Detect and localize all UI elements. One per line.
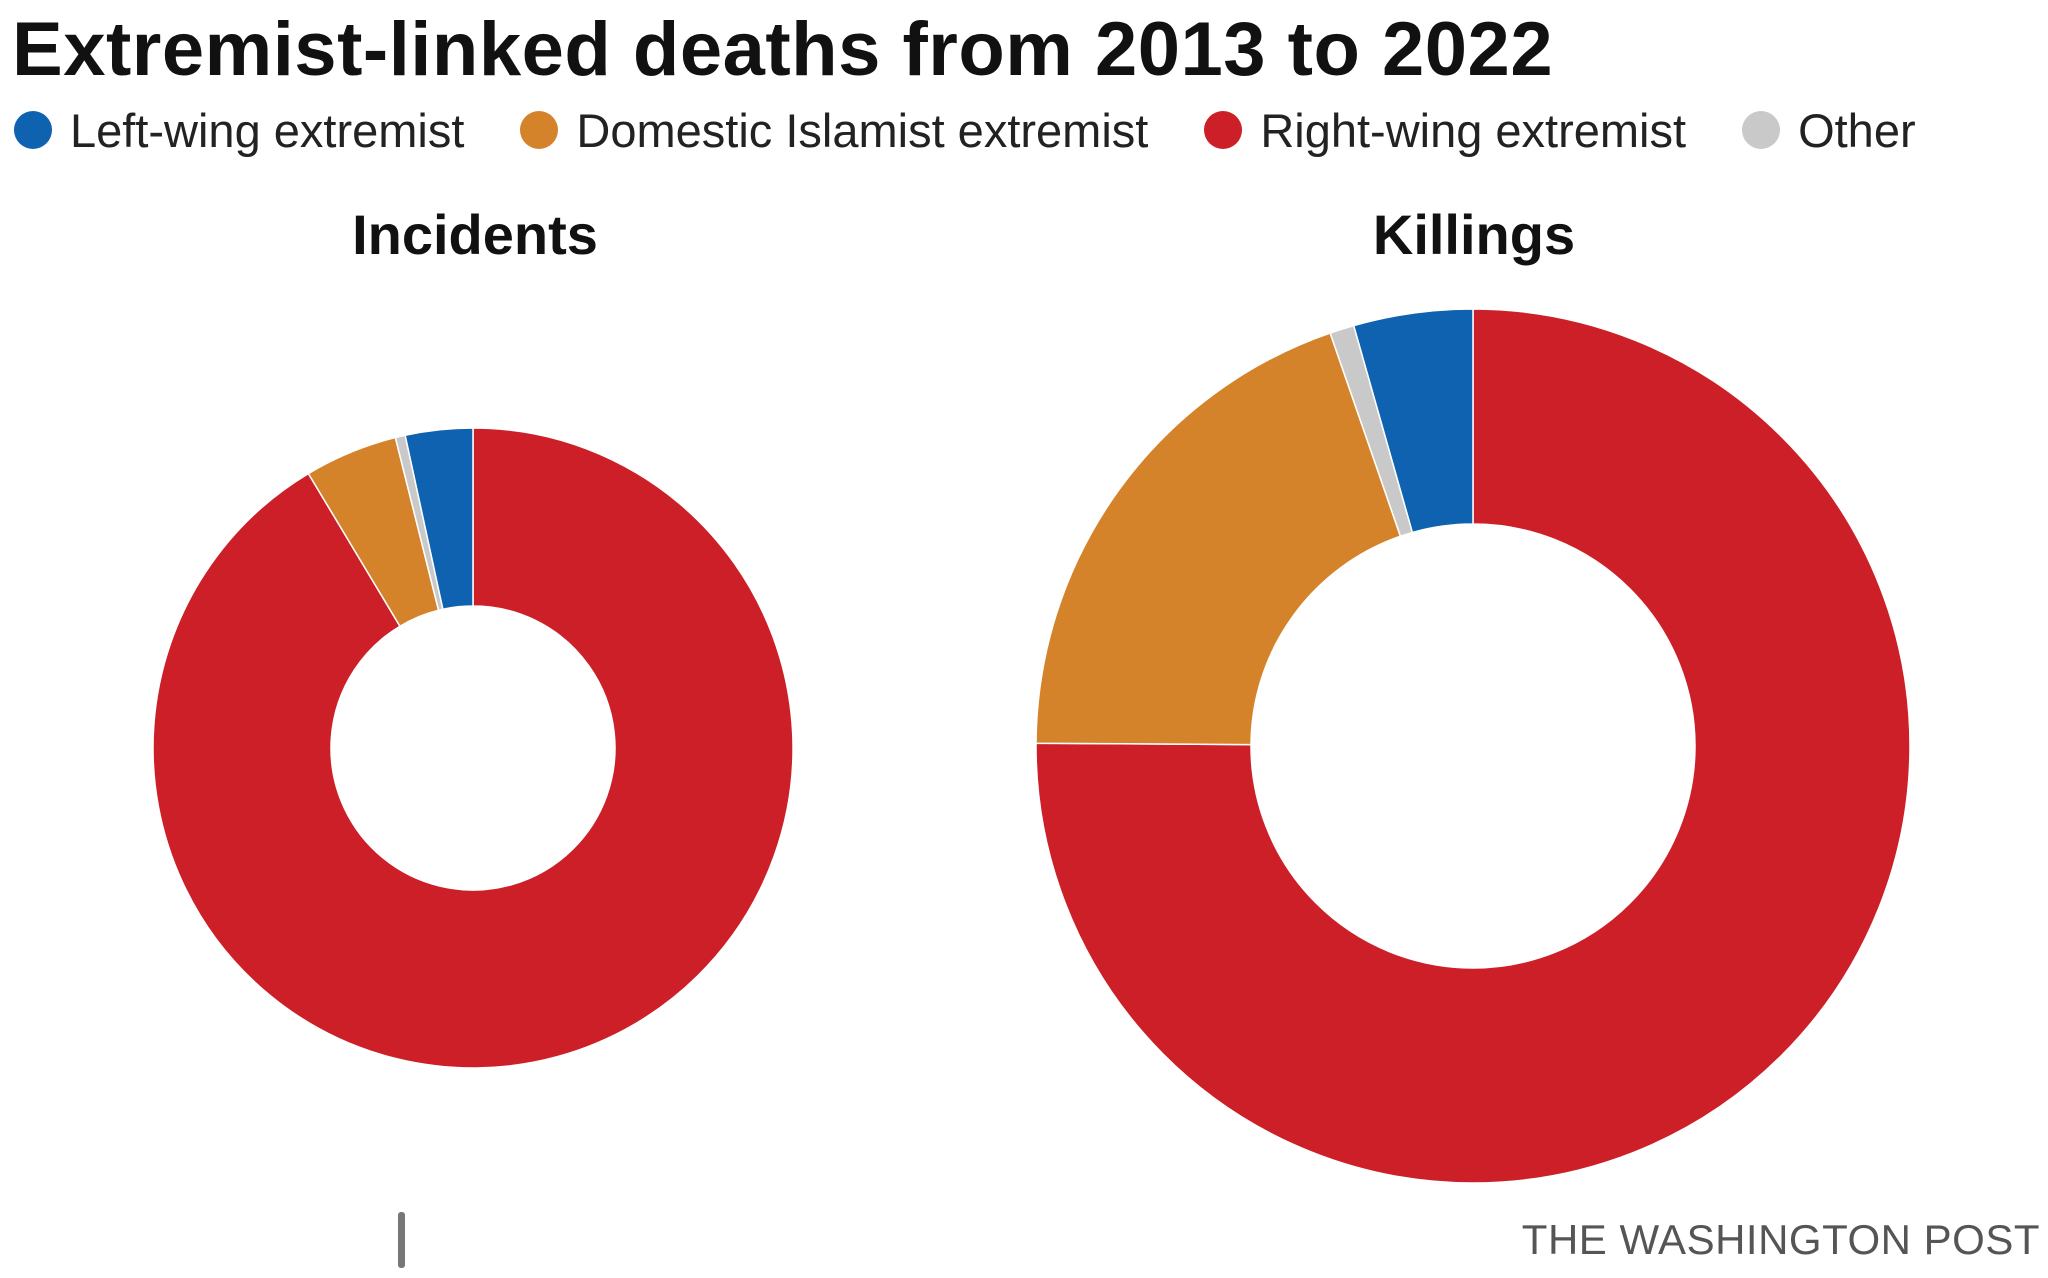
legend-swatch-other bbox=[1742, 111, 1781, 149]
legend-label-right-wing: Right-wing extremist bbox=[1260, 103, 1687, 157]
legend-item-other: Other bbox=[1742, 103, 1916, 158]
legend-swatch-left-wing bbox=[14, 111, 52, 149]
killings-chart-title: Killings bbox=[1372, 203, 1576, 266]
killings-slice-domestic-islamist-extremist bbox=[1035, 332, 1402, 746]
legend-label-other: Other bbox=[1798, 103, 1916, 157]
legend-item-right-wing: Right-wing extremist bbox=[1204, 103, 1686, 158]
legend-swatch-domestic-islamist bbox=[520, 111, 559, 149]
incidents-chart-title: Incidents bbox=[352, 203, 598, 266]
chart-title: Extremist-linked deaths from 2013 to 202… bbox=[12, 7, 1554, 92]
legend-label-left-wing: Left-wing extremist bbox=[70, 103, 465, 157]
incidents-slice-left-wing-extremist bbox=[404, 427, 474, 611]
legend-item-domestic-islamist: Domestic Islamist extremist bbox=[520, 103, 1148, 158]
killings-slice-left-wing-extremist bbox=[1352, 308, 1474, 534]
source-credit: THE WASHINGTON POST bbox=[1521, 1216, 2040, 1263]
incidents-donut bbox=[152, 427, 794, 1069]
legend-label-domestic-islamist: Domestic Islamist extremist bbox=[576, 103, 1149, 157]
legend: Left-wing extremist Domestic Islamist ex… bbox=[14, 100, 1916, 160]
legend-swatch-right-wing bbox=[1204, 111, 1243, 149]
killings-slice-right-wing-extremist bbox=[1035, 308, 1911, 1184]
killings-donut bbox=[1035, 308, 1911, 1184]
legend-item-left-wing: Left-wing extremist bbox=[14, 103, 464, 158]
incidents-slice-right-wing-extremist bbox=[152, 427, 794, 1069]
divider-mark bbox=[398, 1212, 405, 1268]
